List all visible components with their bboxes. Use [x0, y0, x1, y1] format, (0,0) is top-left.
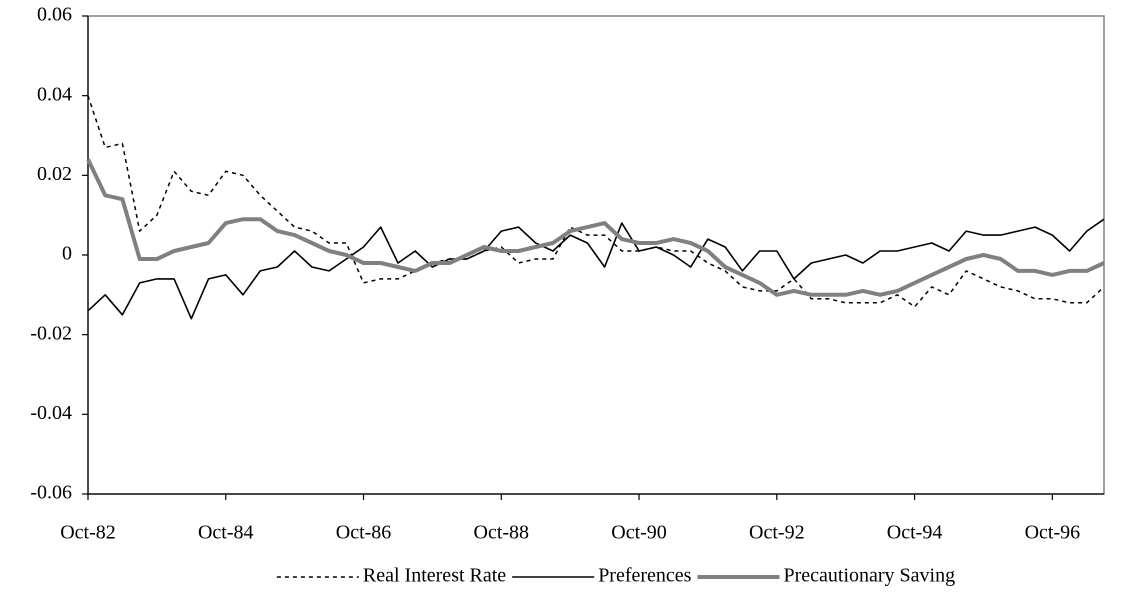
y-tick-label: -0.04	[30, 402, 72, 424]
series-line	[87, 95, 1105, 308]
y-tick-label: 0.06	[37, 4, 72, 26]
x-tick-label: Oct-94	[887, 522, 943, 544]
y-tick-label: -0.06	[30, 482, 72, 504]
y-tick-label: -0.02	[30, 322, 72, 344]
y-tick-label: 0	[62, 243, 72, 265]
series-line	[86, 158, 1105, 297]
x-tick-label: Oct-88	[474, 522, 530, 544]
legend-label: Real Interest Rate	[363, 565, 506, 587]
y-tick-label: 0.02	[37, 163, 72, 185]
y-tick-label: 0.04	[37, 83, 72, 105]
x-tick-label: Oct-90	[611, 522, 667, 544]
x-tick-label: Oct-84	[198, 522, 254, 544]
x-tick-label: Oct-86	[336, 522, 392, 544]
legend-label: Precautionary Saving	[783, 565, 955, 587]
x-tick-label: Oct-96	[1025, 522, 1081, 544]
legend-label: Preferences	[598, 565, 691, 587]
series-line	[87, 218, 1105, 320]
x-tick-label: Oct-82	[60, 522, 116, 544]
x-tick-label: Oct-92	[749, 522, 805, 544]
